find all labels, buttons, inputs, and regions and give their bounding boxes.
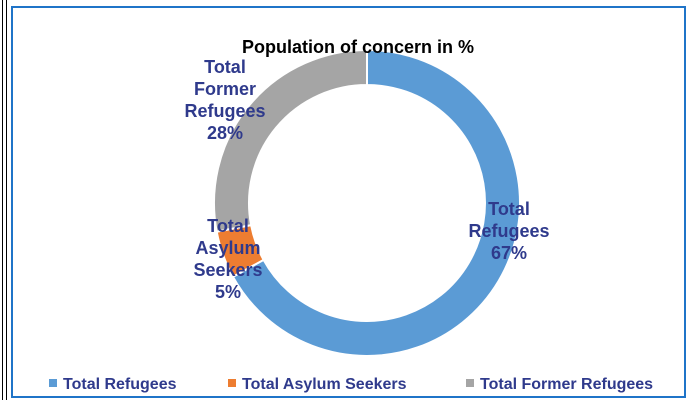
data-label-line: Total: [488, 199, 530, 219]
data-label-line: Total: [204, 57, 246, 77]
chart-title: Population of concern in %: [242, 37, 474, 57]
labels-layer: Total Refugees 67%Total Asylum Seekers 5%Tota…: [184, 57, 549, 302]
slice-total-former-refugees: [213, 48, 368, 233]
data-label-line: Asylum: [195, 238, 260, 258]
legend-label: Total Former Refugees: [480, 376, 654, 393]
data-label-line: Seekers: [193, 260, 262, 280]
legend-swatch: [228, 378, 236, 387]
edge-line: [6, 0, 7, 400]
data-label-total-asylum-seekers: Total Asylum Seekers 5%: [193, 216, 262, 302]
data-label-line: Refugees: [184, 101, 265, 121]
legend-item-total-asylum-seekers: Total Asylum Seekers: [228, 376, 407, 394]
legend: Total Refugees Total Asylum Seekers Tota…: [0, 376, 692, 398]
left-edge: [0, 0, 9, 400]
legend-swatch: [466, 378, 474, 387]
legend-item-total-refugees: Total Refugees: [49, 376, 177, 394]
data-label-total-refugees: Total Refugees 67%: [468, 199, 549, 263]
data-label-line: Total: [207, 216, 249, 236]
data-label-line: 28%: [207, 123, 243, 143]
legend-item-total-former-refugees: Total Former Refugees: [466, 376, 653, 394]
legend-label: Total Refugees: [63, 376, 177, 393]
data-label-line: Refugees: [468, 221, 549, 241]
legend-swatch: [49, 378, 57, 387]
slice-total-refugees: [231, 48, 521, 357]
data-label-line: 5%: [215, 282, 241, 302]
data-label-line: 67%: [491, 243, 527, 263]
legend-label: Total Asylum Seekers: [242, 376, 407, 393]
data-label-line: Former: [194, 79, 256, 99]
data-label-total-former-refugees: Total Former Refugees 28%: [184, 57, 265, 143]
slices-layer: [213, 48, 521, 357]
edge-line: [2, 0, 3, 400]
